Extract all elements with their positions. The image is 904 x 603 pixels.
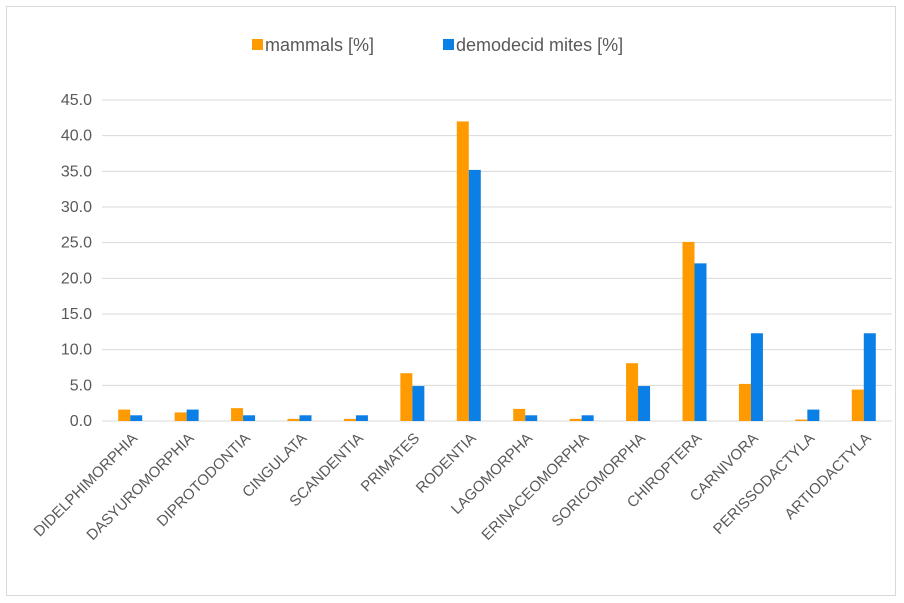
- bar-mammals: [118, 409, 131, 421]
- y-tick-label: 15.0: [61, 306, 92, 323]
- bar-mammals: [569, 418, 582, 421]
- legend-swatch: [252, 39, 263, 50]
- bar-mammals: [851, 389, 864, 421]
- bar-demodecid-mites: [355, 415, 368, 421]
- bar-mammals: [513, 408, 526, 421]
- bar-demodecid-mites: [412, 386, 425, 421]
- bar-demodecid-mites: [468, 169, 481, 421]
- bar-demodecid-mites: [243, 415, 256, 421]
- bar-demodecid-mites: [581, 415, 594, 421]
- y-tick-label: 35.0: [61, 163, 92, 180]
- bar-mammals: [343, 418, 356, 421]
- x-category-label: DASYUROMORPHIA: [83, 430, 197, 544]
- y-tick-label: 5.0: [70, 377, 92, 394]
- bars: [118, 121, 876, 422]
- bar-mammals: [287, 418, 300, 421]
- y-tick-label: 30.0: [61, 199, 92, 216]
- legend: mammals [%] demodecid mites [%]: [252, 35, 623, 55]
- y-tick-label: 40.0: [61, 128, 92, 145]
- y-tick-label: 10.0: [61, 342, 92, 359]
- x-axis-categories: DIDELPHIMORPHIADASYUROMORPHIADIPROTODONT…: [31, 430, 875, 544]
- bar-demodecid-mites: [694, 263, 707, 421]
- bar-demodecid-mites: [750, 333, 763, 421]
- bar-demodecid-mites: [807, 409, 820, 421]
- x-category-label: PERISSODACTYLA: [710, 430, 818, 538]
- bar-mammals: [738, 383, 751, 421]
- bar-mammals: [456, 121, 469, 422]
- y-axis-ticks: 0.0 5.0 10.0 15.0 20.0 25.0 30.0 35.0 40.0 45.0: [61, 92, 92, 430]
- legend-label: demodecid mites [%]: [456, 35, 623, 55]
- bar-demodecid-mites: [186, 409, 199, 421]
- chart-frame: 0.0 5.0 10.0 15.0 20.0 25.0 30.0 35.0 40.0 45.0 D…: [6, 6, 896, 596]
- bar-demodecid-mites: [299, 415, 312, 421]
- bar-demodecid-mites: [638, 386, 651, 421]
- y-tick-label: 0.0: [70, 413, 92, 430]
- bar-mammals: [174, 412, 187, 421]
- legend-label: mammals [%]: [265, 35, 374, 55]
- bar-mammals: [682, 241, 695, 421]
- bar-mammals: [400, 373, 413, 421]
- bar-demodecid-mites: [863, 333, 876, 421]
- x-category-label: ERINACEOMORPHA: [478, 430, 592, 544]
- y-tick-label: 25.0: [61, 235, 92, 252]
- y-tick-label: 20.0: [61, 270, 92, 287]
- bar-mammals: [795, 419, 808, 421]
- bar-demodecid-mites: [525, 415, 538, 421]
- bar-mammals: [231, 408, 244, 421]
- bar-demodecid-mites: [130, 415, 143, 421]
- x-category-label: DIPROTODONTIA: [154, 430, 254, 530]
- x-category-label: SORICOMORPHA: [548, 430, 648, 530]
- bar-mammals: [626, 363, 639, 421]
- bar-chart: 0.0 5.0 10.0 15.0 20.0 25.0 30.0 35.0 40.0 45.0 D…: [31, 35, 892, 544]
- x-category-label: DIDELPHIMORPHIA: [31, 430, 141, 540]
- legend-swatch: [443, 39, 454, 50]
- gridlines: [102, 99, 892, 422]
- y-tick-label: 45.0: [61, 92, 92, 109]
